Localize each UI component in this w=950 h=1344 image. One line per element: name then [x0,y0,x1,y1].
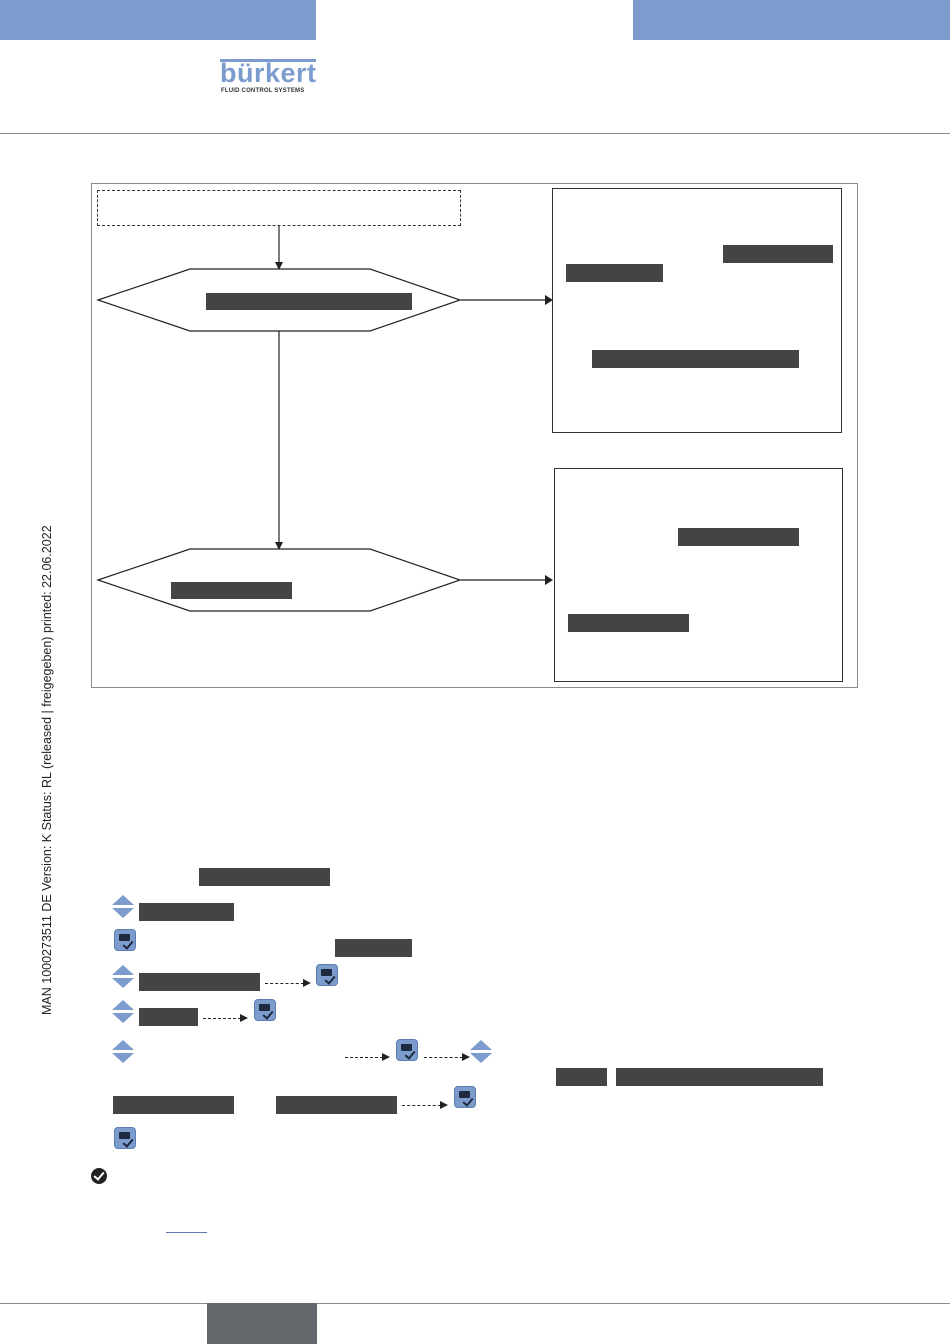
up-down-arrows-icon [112,895,134,921]
redacted-box1-text-c [592,350,799,368]
dashed-arrow [424,1053,470,1061]
brand-name: bürkert [220,58,317,88]
dashed-arrow [402,1101,448,1109]
redacted-box1-text-a [723,245,833,263]
redacted-step3-text [139,973,260,991]
footer-divider [0,1303,950,1304]
arrowhead-box1 [545,295,553,305]
enter-key-icon [254,999,276,1021]
enter-key-icon [114,1127,136,1149]
flow-diagram-frame [91,183,858,688]
redacted-step2-text [335,939,412,957]
redacted-box1-text-b [566,264,663,282]
redacted-box2-text-a [678,528,799,546]
arrowhead-decision1 [275,262,283,270]
redacted-step1-text [139,903,234,921]
redacted-decision1-label [206,293,412,310]
redacted-step5-text-a [556,1068,607,1086]
cross-reference-link[interactable] [166,1232,207,1233]
arrowhead-decision2 [275,542,283,550]
redacted-step5-text-d [276,1096,397,1114]
up-down-arrows-icon [112,1000,134,1026]
up-down-arrows-icon [112,965,134,991]
dashed-arrow [345,1053,390,1061]
brand-logo: bürkert FLUID CONTROL SYSTEMS [220,58,320,98]
result-box-1 [552,188,842,433]
dashed-arrow [265,979,311,987]
arrowhead-box2 [545,575,553,585]
result-box-2 [554,468,843,682]
diagram-start-box [97,190,461,226]
up-down-arrows-icon [112,1040,134,1066]
redacted-step5-text-b [616,1068,823,1086]
enter-key-icon [396,1039,418,1061]
redacted-decision2-label [171,582,292,599]
enter-key-icon [114,929,136,951]
brand-tagline: FLUID CONTROL SYSTEMS [221,88,305,94]
up-down-arrows-icon [470,1040,492,1066]
header-band-left [0,0,316,40]
check-circle-icon [91,1168,107,1184]
redacted-step4-text [139,1008,198,1026]
header-band-right [633,0,950,40]
redacted-step-intro [199,868,330,886]
enter-key-icon [454,1086,476,1108]
dashed-arrow [203,1014,248,1022]
logo-dots [220,59,316,62]
redacted-box2-text-b [568,614,689,632]
page-number-tab [207,1303,317,1344]
enter-key-icon [316,964,338,986]
header-divider [0,133,950,134]
redacted-step5-text-c [113,1096,234,1114]
decision-hexagon-2 [96,548,462,612]
